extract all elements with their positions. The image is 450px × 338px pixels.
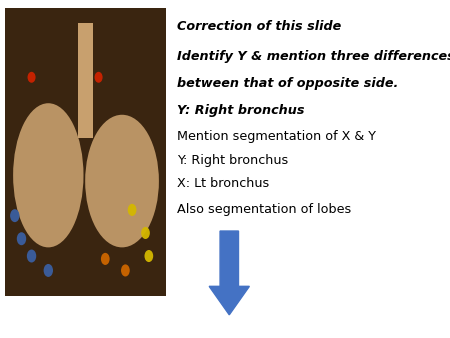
Ellipse shape <box>27 249 36 263</box>
Text: Y: Right bronchus: Y: Right bronchus <box>177 154 288 167</box>
Ellipse shape <box>17 232 26 245</box>
Text: Identify Y & mention three differences: Identify Y & mention three differences <box>177 50 450 63</box>
Bar <box>78 23 93 138</box>
Ellipse shape <box>141 227 150 239</box>
Ellipse shape <box>101 253 110 265</box>
Ellipse shape <box>144 250 153 262</box>
Ellipse shape <box>27 72 36 83</box>
Text: Also segmentation of lobes: Also segmentation of lobes <box>177 202 351 216</box>
Ellipse shape <box>85 115 159 247</box>
Ellipse shape <box>121 264 130 276</box>
Ellipse shape <box>10 209 19 222</box>
FancyArrow shape <box>209 231 249 315</box>
Text: X: Lt bronchus: X: Lt bronchus <box>177 177 270 190</box>
Text: Mention segmentation of X & Y: Mention segmentation of X & Y <box>177 130 376 143</box>
Bar <box>5 8 166 296</box>
Text: Correction of this slide: Correction of this slide <box>177 20 342 33</box>
Ellipse shape <box>44 264 53 277</box>
Text: Y: Right bronchus: Y: Right bronchus <box>177 104 305 117</box>
Ellipse shape <box>128 204 136 216</box>
Text: between that of opposite side.: between that of opposite side. <box>177 77 399 90</box>
Ellipse shape <box>13 103 84 247</box>
Ellipse shape <box>94 72 103 83</box>
